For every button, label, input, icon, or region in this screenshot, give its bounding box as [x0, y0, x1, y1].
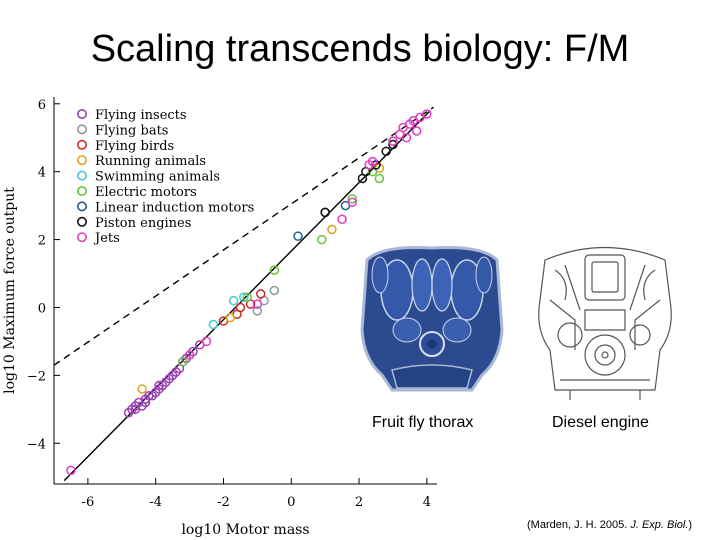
legend-label-swimming-animals: Swimming animals: [95, 170, 220, 185]
point-jets: [184, 350, 195, 360]
x-tick-label: 0: [287, 495, 295, 510]
point-electric-motors: [242, 292, 252, 303]
citation-prefix: (Marden, J. H. 2005.: [527, 519, 631, 531]
point-electric-motors: [269, 265, 280, 275]
y-tick-label: −4: [27, 437, 46, 452]
y-tick-label: −2: [27, 369, 46, 384]
point-jets: [401, 132, 412, 143]
point-flying-bats: [269, 285, 280, 296]
point-swimming-animals: [208, 319, 219, 330]
diesel-engine-image: [530, 240, 680, 405]
citation-suffix: ): [688, 519, 693, 531]
legend-marker-piston-engines: [77, 216, 88, 227]
point-jets: [337, 214, 347, 224]
fruit-fly-thorax-image: [352, 240, 512, 405]
point-linear-induction-motors: [293, 231, 303, 241]
legend-label-flying-bats: Flying bats: [95, 123, 168, 138]
point-jets: [422, 109, 432, 119]
legend-marker-running-animals: [77, 155, 88, 166]
legend-marker-swimming-animals: [77, 170, 88, 181]
legend-marker-linear-induction-motors: [77, 201, 88, 212]
x-tick-label: -2: [217, 495, 230, 510]
point-electric-motors: [178, 357, 188, 367]
point-jets: [347, 197, 358, 207]
legend-marker-flying-insects: [77, 109, 88, 120]
point-jets: [411, 126, 422, 136]
citation-journal: J. Exp. Biol.: [630, 519, 689, 531]
diesel-engine-caption: Diesel engine: [552, 414, 649, 431]
legend-marker-flying-bats: [77, 124, 88, 135]
point-piston-engines: [320, 207, 330, 218]
slide-title: Scaling transcends biology: F/M: [90, 28, 630, 70]
point-piston-engines: [381, 146, 391, 157]
legend-label-electric-motors: Electric motors: [95, 185, 197, 200]
point-flying-birds: [235, 302, 246, 313]
point-flying-insects: [130, 404, 141, 415]
legend-label-flying-birds: Flying birds: [95, 139, 174, 154]
x-tick-label: -6: [82, 495, 95, 510]
fruit-fly-caption: Fruit fly thorax: [372, 414, 474, 431]
legend-marker-jets: [77, 232, 88, 243]
point-flying-bats: [252, 306, 263, 316]
x-tick-label: 2: [355, 495, 363, 510]
point-jets: [388, 136, 398, 146]
point-flying-insects: [154, 380, 164, 391]
legend-label-running-animals: Running animals: [95, 154, 206, 169]
y-tick-label: 2: [38, 234, 46, 249]
point-piston-engines: [388, 139, 398, 150]
point-jets: [66, 465, 76, 476]
point-running-animals: [137, 384, 147, 394]
point-flying-birds: [256, 289, 266, 299]
point-running-animals: [327, 224, 337, 235]
dashed-fit-line: [53, 106, 435, 366]
y-tick-label: 4: [38, 166, 46, 181]
y-axis-label: log10 Maximum force output: [2, 187, 18, 394]
citation: (Marden, J. H. 2005. J. Exp. Biol.): [527, 519, 692, 531]
point-running-animals: [225, 312, 235, 323]
legend-label-jets: Jets: [93, 231, 120, 246]
point-flying-insects: [140, 397, 151, 408]
point-electric-motors: [317, 234, 327, 245]
legend-label-flying-insects: Flying insects: [95, 108, 187, 123]
legend-marker-flying-birds: [77, 139, 88, 150]
point-jets: [201, 336, 212, 347]
point-jets: [367, 156, 378, 167]
point-jets: [252, 299, 263, 309]
legend-label-piston-engines: Piston engines: [95, 216, 191, 231]
point-electric-motors: [347, 194, 358, 204]
x-tick-label: -4: [149, 495, 162, 510]
y-tick-label: 0: [38, 301, 46, 316]
legend-marker-electric-motors: [77, 186, 88, 197]
point-swimming-animals: [239, 292, 249, 303]
legend-label-linear-induction-motors: Linear induction motors: [95, 200, 254, 215]
y-tick-label: 6: [38, 98, 46, 113]
point-electric-motors: [374, 173, 385, 184]
point-swimming-animals: [228, 295, 239, 306]
x-axis-label: log10 Motor mass: [181, 522, 309, 538]
x-tick-label: 4: [423, 495, 431, 510]
